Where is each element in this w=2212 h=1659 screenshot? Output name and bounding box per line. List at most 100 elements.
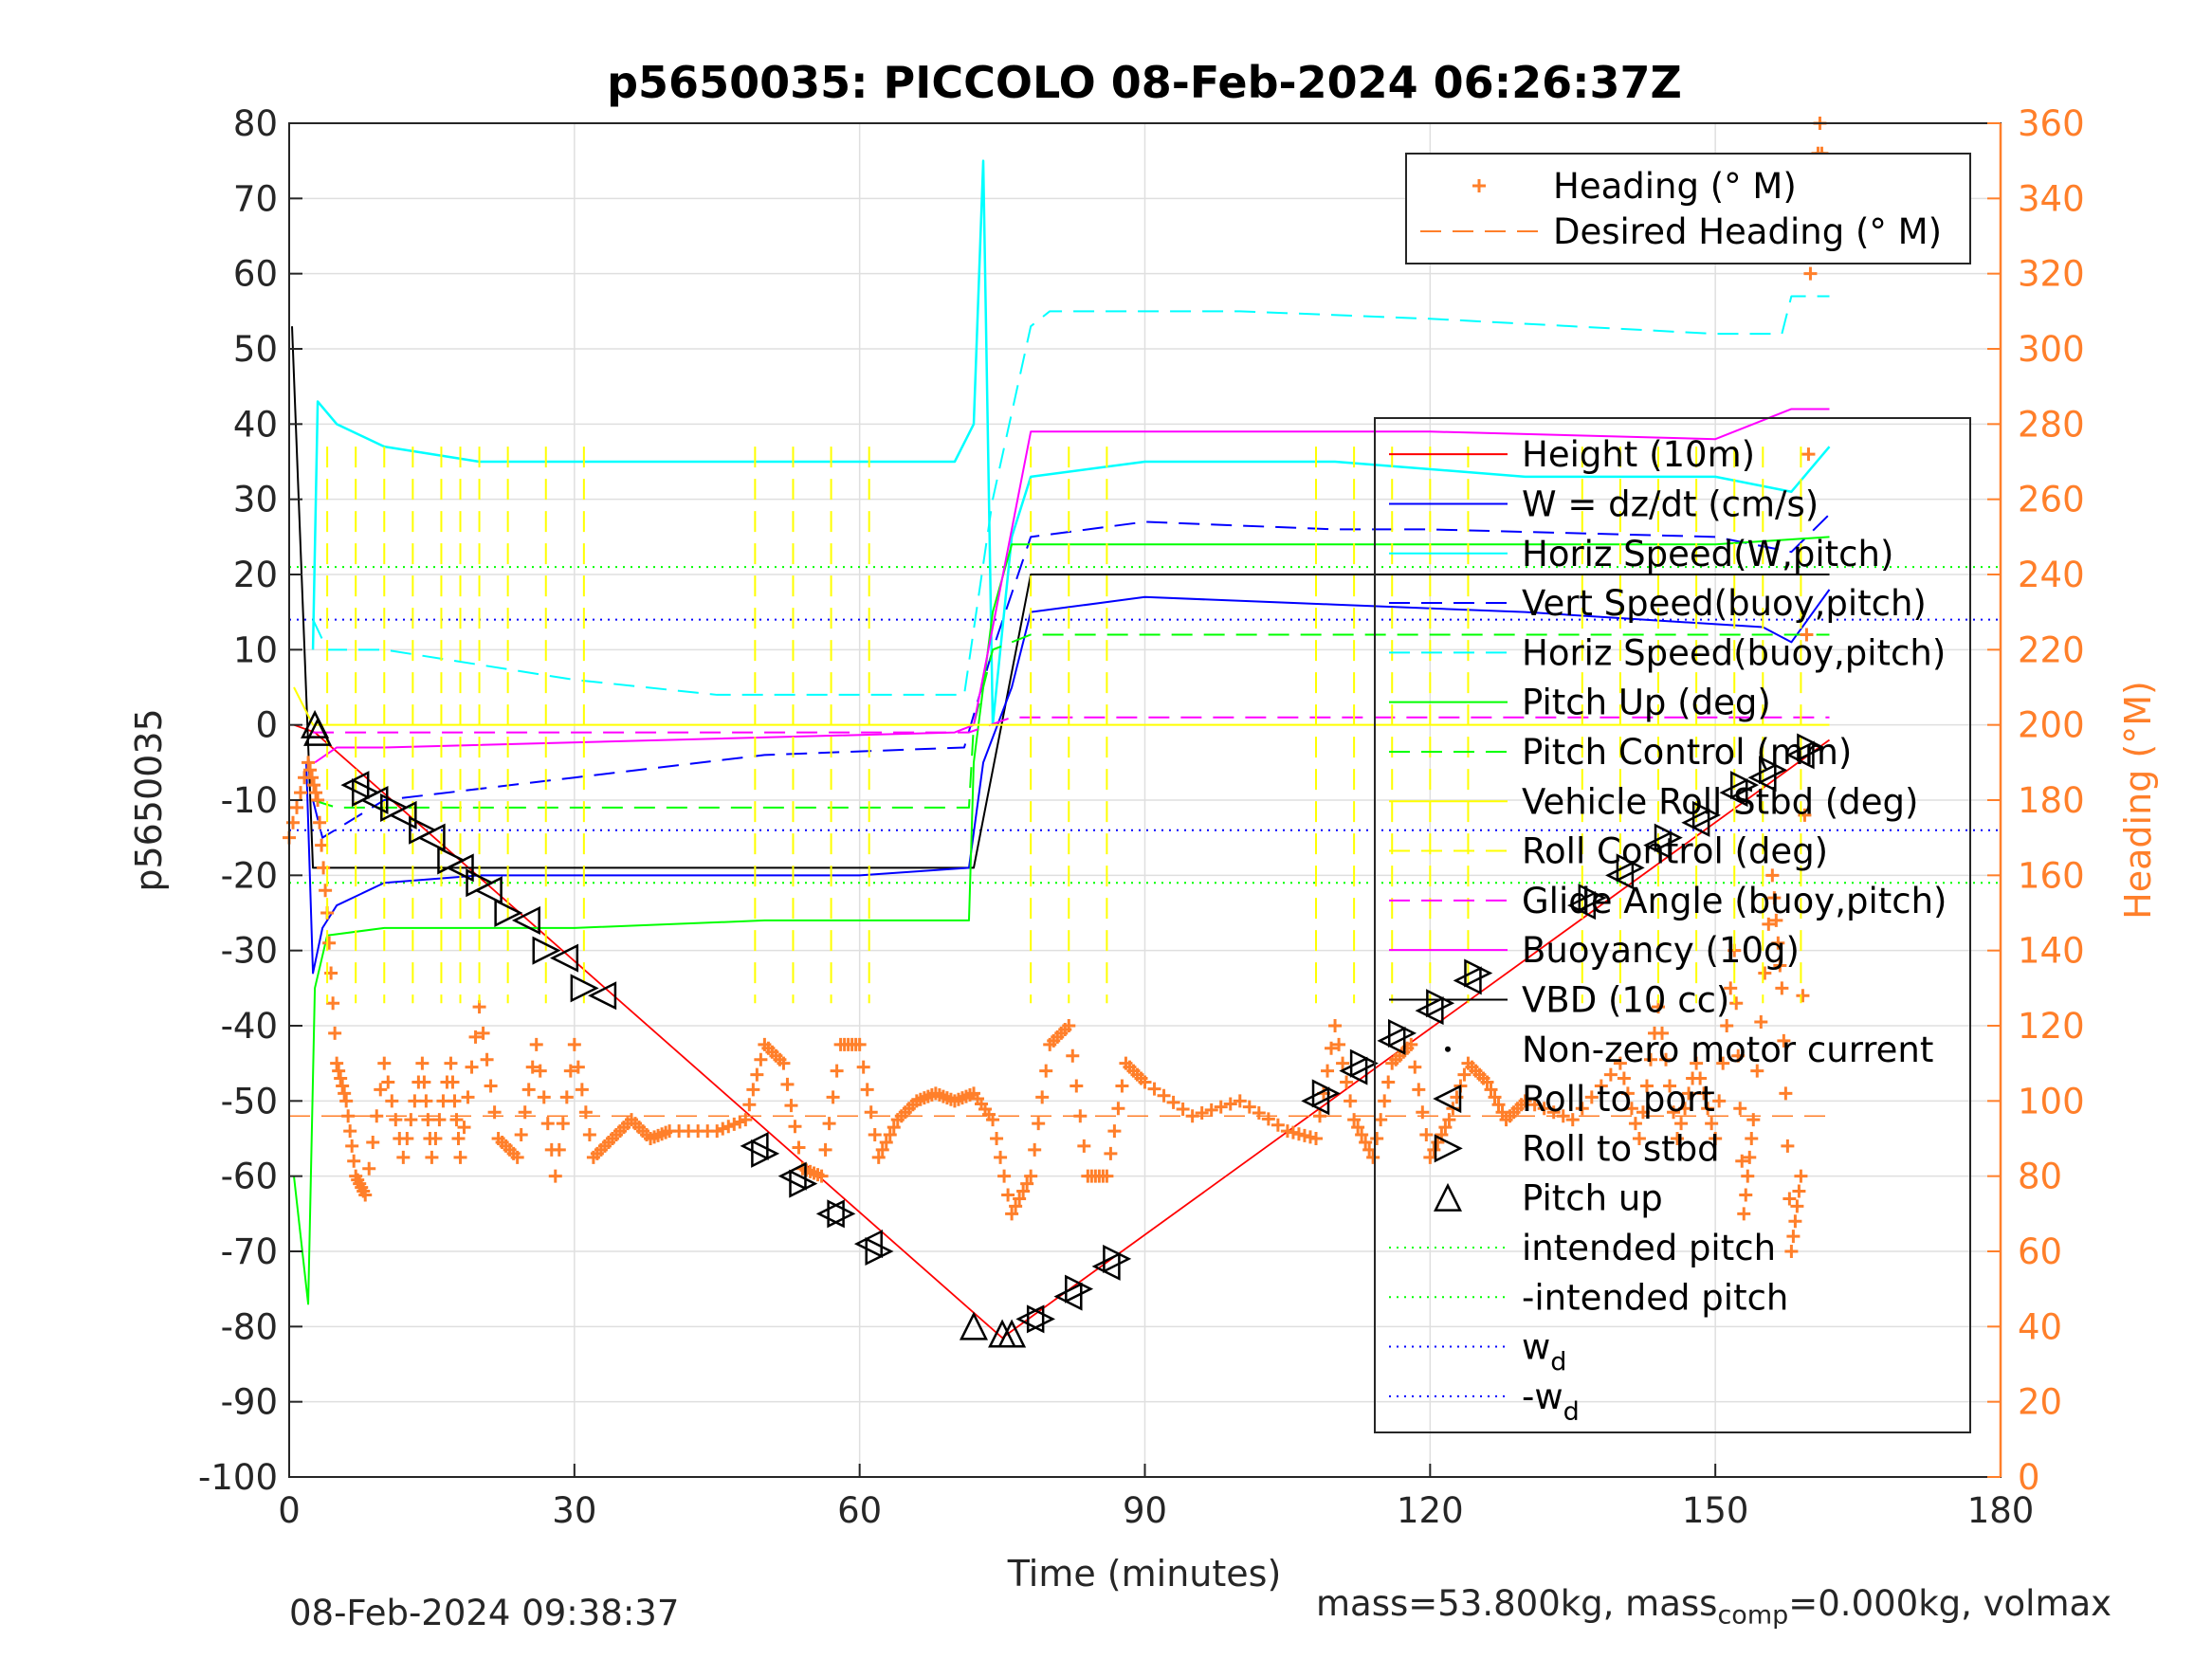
heading-point [1659, 1052, 1673, 1066]
heading-point [319, 884, 333, 898]
heading-point [330, 1056, 344, 1070]
heading-point [1628, 1117, 1642, 1131]
heading-point [1204, 1103, 1218, 1117]
heading-point [307, 778, 321, 793]
heading-point [1788, 1214, 1802, 1229]
heading-point [1775, 981, 1789, 995]
heading-point [1779, 1086, 1793, 1101]
heading-point [417, 1075, 431, 1089]
y-tick-label-right: 60 [2018, 1231, 2062, 1272]
heading-point [742, 1098, 757, 1112]
heading-point [1427, 1142, 1441, 1157]
heading-point [322, 936, 337, 950]
footer-mass-a: mass=53.800kg, mass [1316, 1583, 1718, 1624]
y-tick-label-left: 60 [233, 254, 278, 295]
heading-point [514, 1128, 528, 1142]
heading-point [1138, 1075, 1152, 1089]
heading-point [303, 763, 318, 777]
y-tick-label-right: 220 [2018, 629, 2085, 670]
heading-point [1743, 1150, 1757, 1164]
heading-point [746, 1083, 760, 1097]
y-tick-label-right: 0 [2018, 1457, 2040, 1498]
heading-point [1408, 1060, 1422, 1074]
heading-point [875, 1142, 889, 1157]
heading-point [1355, 1128, 1369, 1142]
heading-point [487, 1105, 502, 1120]
heading-point [1781, 1139, 1795, 1153]
roll-to-port-marker [1785, 740, 1815, 770]
heading-point [556, 1117, 570, 1131]
x-tick-label: 180 [1967, 1490, 2035, 1531]
heading-point [997, 1169, 1012, 1183]
heading-point [1115, 1079, 1129, 1093]
heading-point [1351, 1121, 1365, 1135]
heading-point [1575, 1102, 1589, 1116]
x-axis-label: Time (minutes) [1007, 1553, 1282, 1595]
roll-to-port-marker [1643, 830, 1673, 860]
legend-label: Vehicle Roll Stbd (deg) [1522, 781, 1918, 822]
heading-point [1325, 1041, 1339, 1055]
series-w-dz-dt-cm-s [305, 589, 1831, 975]
heading-point [1784, 1245, 1799, 1258]
heading-point [290, 800, 304, 814]
y-tick-label-right: 200 [2018, 705, 2085, 746]
heading-point [425, 1150, 439, 1164]
heading-point [830, 1064, 844, 1078]
heading-point [540, 1117, 555, 1131]
heading-point [1643, 1052, 1657, 1066]
heading-point [444, 1056, 458, 1070]
heading-point [429, 1132, 443, 1145]
heading-point [1336, 1056, 1350, 1070]
heading-point [864, 1105, 878, 1120]
heading-point [1537, 1102, 1551, 1116]
roll-to-stbd-marker [751, 1139, 780, 1168]
heading-point [1701, 1102, 1715, 1116]
heading-point [1790, 1199, 1804, 1213]
legend-label: Pitch up [1522, 1178, 1663, 1219]
heading-point [1705, 1117, 1719, 1131]
heading-point [1166, 1095, 1180, 1109]
heading-point [1746, 1113, 1761, 1127]
heading-point [465, 1060, 479, 1074]
roll-to-port-marker [1719, 778, 1748, 808]
y-tick-label-left: -30 [221, 931, 278, 972]
y-tick-label-left: 0 [255, 705, 278, 746]
heading-point [1620, 1086, 1635, 1101]
roll-to-port-marker [1681, 808, 1710, 837]
heading-point [788, 1120, 802, 1134]
y-tick-label-left: -20 [221, 855, 278, 896]
heading-point [1013, 1192, 1027, 1206]
heading-point [567, 1037, 581, 1051]
heading-point [1786, 1230, 1801, 1244]
heading-point [750, 1067, 764, 1082]
heading-point [1104, 1146, 1118, 1160]
heading-point [1617, 1071, 1631, 1085]
roll-to-stbd-marker [1759, 756, 1788, 785]
heading-point [1655, 1026, 1670, 1040]
heading-point [1419, 1128, 1434, 1142]
roll-to-stbd-marker [1578, 884, 1607, 913]
legend-box [1374, 417, 1971, 1433]
roll-to-stbd-marker [1388, 1018, 1417, 1048]
heading-point [1750, 1064, 1764, 1078]
heading-point [1328, 1019, 1343, 1032]
heading-point [1381, 1075, 1396, 1089]
heading-point [1667, 1105, 1681, 1120]
legend-label: Non-zero motor current [1522, 1030, 1933, 1070]
y-tick-label-right: 40 [2018, 1306, 2062, 1347]
y-tick-label-right: 300 [2018, 329, 2085, 370]
heading-point [389, 1113, 403, 1127]
roll-to-port-marker [340, 771, 370, 800]
heading-point [1737, 1207, 1751, 1221]
heading-point [1195, 1106, 1209, 1121]
heading-point [1678, 1102, 1692, 1116]
heading-point [1313, 1109, 1327, 1123]
heading-point [1724, 981, 1738, 995]
heading-point [347, 1154, 361, 1168]
heading-point [1016, 1184, 1031, 1198]
heading-point [408, 1094, 422, 1108]
heading-point [1639, 1079, 1654, 1093]
heading-point [1720, 1019, 1734, 1032]
heading-point [1176, 1103, 1190, 1117]
heading-point [326, 996, 340, 1011]
